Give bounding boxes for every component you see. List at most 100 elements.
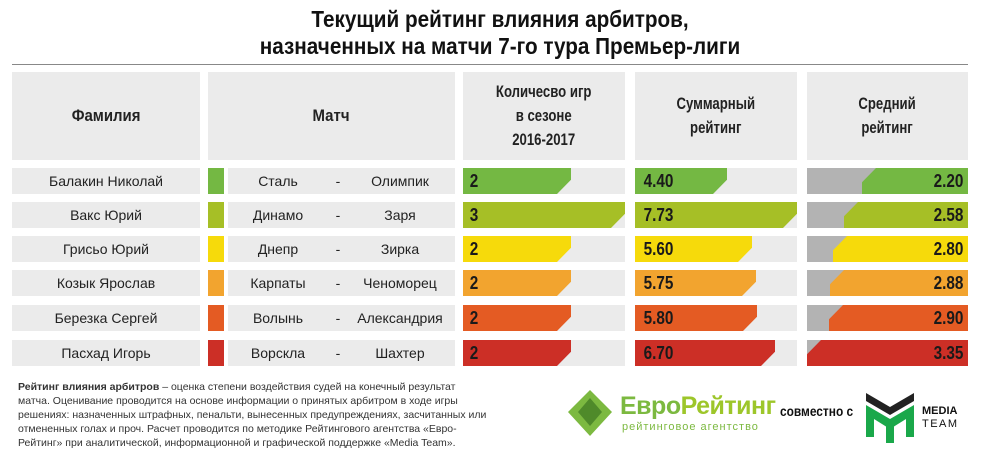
- sum-bar: [635, 202, 797, 228]
- header-games: Количесво игр в сезоне 2016-2017: [463, 72, 625, 160]
- avg-value: 2.90: [933, 307, 964, 328]
- avg-bar: [807, 340, 968, 366]
- sum-value: 5.75: [643, 272, 674, 293]
- avg-bar: [862, 168, 968, 194]
- home-team: Сталь: [258, 173, 298, 189]
- referee-name: Пасхад Игорь: [12, 340, 200, 366]
- sum-bar: [635, 168, 727, 194]
- games-bar: [463, 236, 571, 262]
- match-cell: Волынь - Александрия: [228, 305, 455, 331]
- games-cell: 2: [463, 168, 625, 194]
- avg-bar: [829, 305, 968, 331]
- away-team: Заря: [384, 207, 416, 223]
- away-team: Шахтер: [375, 345, 425, 361]
- avg-cell: 3.35: [807, 340, 968, 366]
- games-cell: 2: [463, 236, 625, 262]
- games-value: 3: [469, 204, 479, 225]
- color-marker: [208, 168, 224, 194]
- sum-bar: [635, 236, 752, 262]
- avg-cell: 2.80: [807, 236, 968, 262]
- color-marker: [208, 236, 224, 262]
- separator: -: [335, 345, 341, 361]
- header-avg: Средний рейтинг: [807, 72, 968, 160]
- color-marker: [208, 270, 224, 296]
- eurorating-logo-icon: [568, 390, 612, 436]
- title-line: назначенных на матчи 7-го тура Премьер-л…: [259, 33, 741, 59]
- home-team: Ворскла: [250, 345, 306, 361]
- games-cell: 3: [463, 202, 625, 228]
- separator: -: [335, 275, 341, 291]
- referee-name: Грисьо Юрий: [12, 236, 200, 262]
- sum-cell: 5.60: [635, 236, 797, 262]
- referee-name: Березка Сергей: [12, 305, 200, 331]
- footnote: Рейтинг влияния арбитров – оценка степен…: [18, 381, 487, 449]
- games-value: 2: [469, 272, 479, 293]
- games-value: 2: [469, 170, 479, 191]
- avg-value: 3.35: [933, 342, 964, 363]
- avg-cell: 2.88: [807, 270, 968, 296]
- avg-value: 2.20: [933, 170, 964, 191]
- sum-cell: 7.73: [635, 202, 797, 228]
- separator: -: [335, 207, 341, 223]
- separator: -: [335, 310, 341, 326]
- games-bar: [463, 168, 571, 194]
- match-cell: Сталь - Олимпик: [228, 168, 455, 194]
- games-bar: [463, 202, 625, 228]
- sum-cell: 6.70: [635, 340, 797, 366]
- eurorating-logo: ЕвроРейтинг рейтинговое агентство: [568, 390, 788, 440]
- color-marker: [208, 305, 224, 331]
- divider: [12, 64, 968, 65]
- sum-cell: 5.80: [635, 305, 797, 331]
- sum-value: 6.70: [643, 342, 674, 363]
- chart-title: Текущий рейтинг влияния арбитров, назначе…: [50, 6, 950, 60]
- home-team: Днепр: [257, 241, 299, 257]
- avg-value: 2.58: [933, 204, 964, 225]
- avg-cell: 2.20: [807, 168, 968, 194]
- games-bar: [463, 305, 571, 331]
- games-cell: 2: [463, 305, 625, 331]
- avg-bar: [844, 202, 968, 228]
- header-match: Матч: [208, 72, 455, 160]
- games-cell: 2: [463, 270, 625, 296]
- mediateam-logo-icon: [866, 393, 914, 443]
- games-cell: 2: [463, 340, 625, 366]
- avg-bar: [833, 236, 968, 262]
- games-value: 2: [469, 307, 479, 328]
- away-team: Ченоморец: [363, 275, 437, 291]
- header-name: Фамилия: [12, 72, 200, 160]
- match-cell: Динамо - Заря: [228, 202, 455, 228]
- sum-value: 7.73: [643, 204, 674, 225]
- referee-name: Козык Ярослав: [12, 270, 200, 296]
- home-team: Волынь: [252, 310, 304, 326]
- games-value: 2: [469, 342, 479, 363]
- separator: -: [335, 173, 341, 189]
- match-cell: Карпаты - Ченоморец: [228, 270, 455, 296]
- sum-bar: [635, 340, 775, 366]
- joint-label: совместно с: [780, 403, 854, 419]
- sum-bar: [635, 270, 756, 296]
- referee-name: Вакс Юрий: [12, 202, 200, 228]
- avg-value: 2.88: [933, 272, 964, 293]
- avg-cell: 2.58: [807, 202, 968, 228]
- referee-name: Балакин Николай: [12, 168, 200, 194]
- games-bar: [463, 270, 571, 296]
- sum-cell: 5.75: [635, 270, 797, 296]
- sum-cell: 4.40: [635, 168, 797, 194]
- sum-value: 5.80: [643, 307, 674, 328]
- home-team: Карпаты: [250, 275, 306, 291]
- match-cell: Ворскла - Шахтер: [228, 340, 455, 366]
- sum-bar: [635, 305, 757, 331]
- away-team: Зирка: [380, 241, 420, 257]
- color-marker: [208, 202, 224, 228]
- away-team: Олимпик: [371, 173, 429, 189]
- match-cell: Днепр - Зирка: [228, 236, 455, 262]
- avg-cell: 2.90: [807, 305, 968, 331]
- avg-bar: [830, 270, 968, 296]
- sum-value: 4.40: [643, 170, 674, 191]
- sum-value: 5.60: [643, 238, 674, 259]
- mediateam-logo: MEDIA TEAM: [866, 393, 986, 443]
- title-line: Текущий рейтинг влияния арбитров,: [311, 6, 689, 32]
- games-bar: [463, 340, 571, 366]
- away-team: Александрия: [357, 310, 443, 326]
- header-sum: Суммарный рейтинг: [635, 72, 797, 160]
